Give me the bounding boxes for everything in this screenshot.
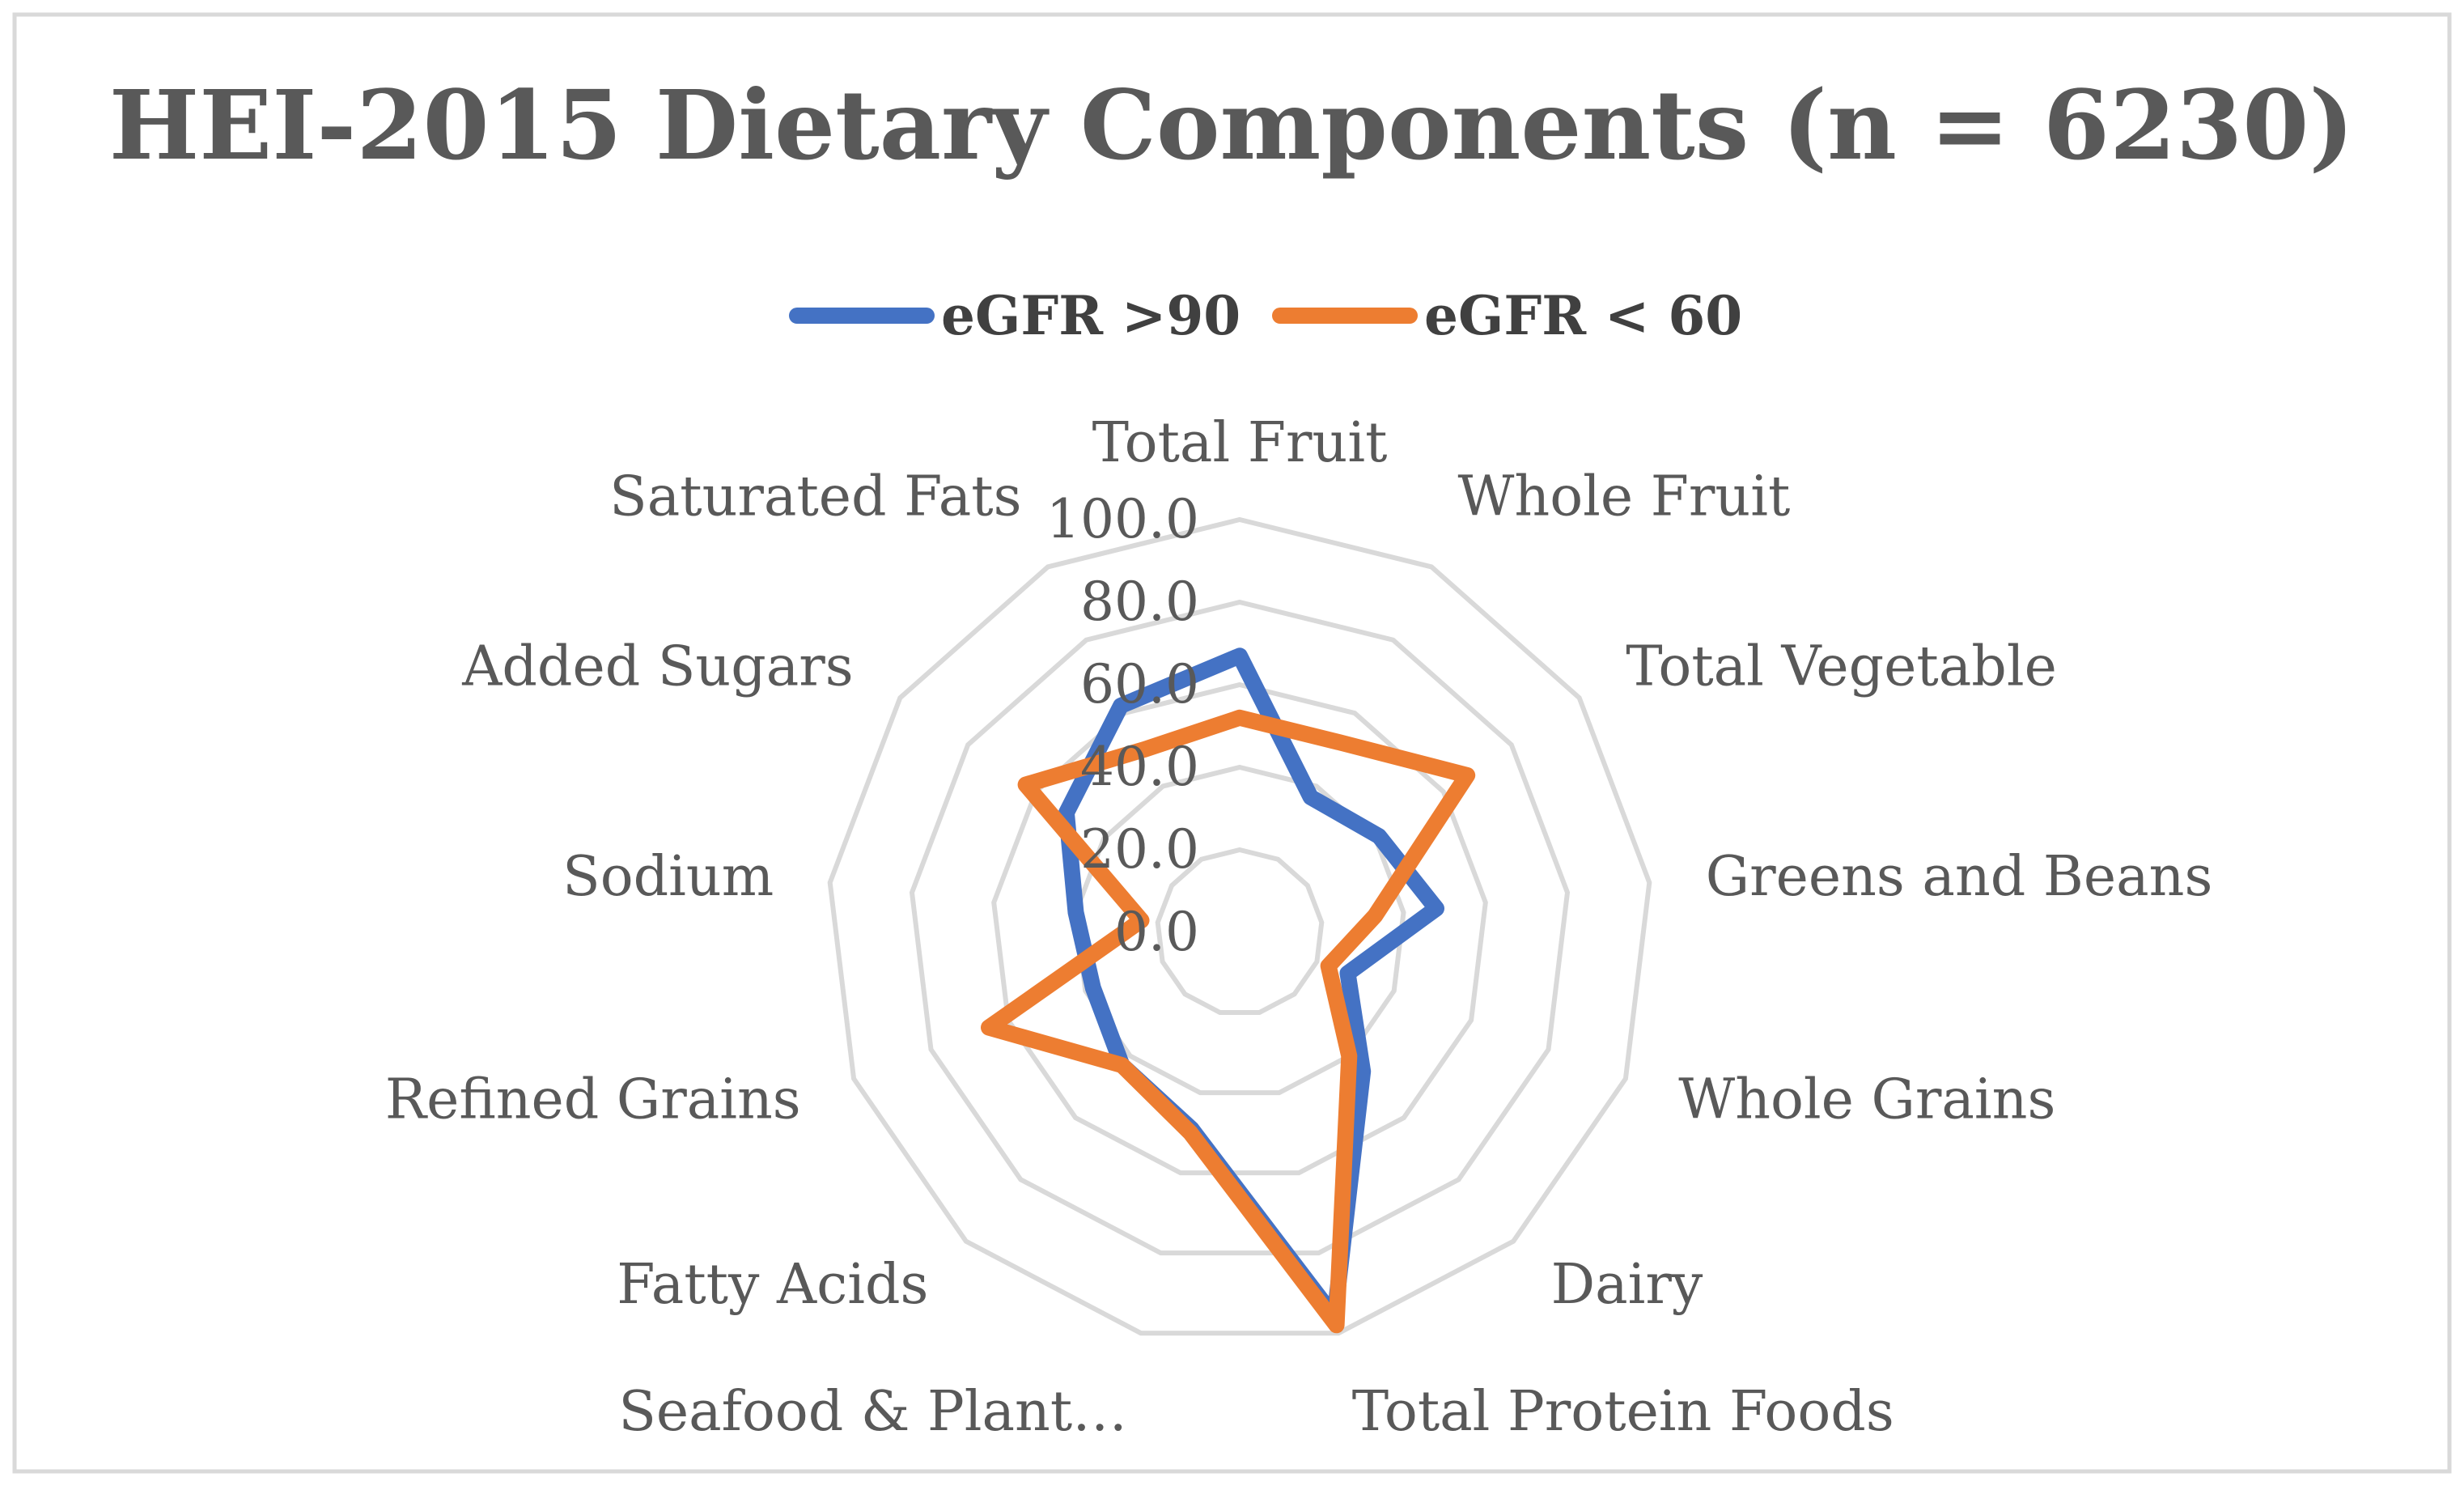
legend-label-egfr-90: eGFR >90	[941, 284, 1240, 347]
radar-series	[981, 647, 1476, 1334]
category-label: Total Fruit	[1092, 411, 1388, 475]
radial-ticks: 0.0 20.0 40.0 60.0 80.0 100.0	[1046, 488, 1199, 963]
radar-grid	[827, 516, 1652, 1336]
category-label: Total Protein Foods	[1352, 1380, 1894, 1444]
grid-ring-1	[1155, 847, 1325, 1015]
series-line-1	[981, 709, 1476, 1334]
grid-ring-4	[909, 599, 1571, 1256]
grid-ring-5	[827, 516, 1652, 1336]
category-label: Added Sugars	[461, 635, 853, 699]
tick-label: 80.0	[1080, 571, 1199, 633]
category-label: Whole Fruit	[1458, 465, 1791, 529]
category-label: Dairy	[1551, 1253, 1703, 1317]
category-label: Seafood & Plant…	[618, 1380, 1127, 1444]
tick-label: 60.0	[1080, 653, 1199, 715]
tick-label: 100.0	[1046, 488, 1199, 550]
category-labels: Total Fruit Whole Fruit Total Vegetable Gre…	[385, 411, 2212, 1444]
category-label: Whole Grains	[1678, 1068, 2055, 1132]
category-label: Fatty Acids	[617, 1253, 928, 1317]
tick-label: 20.0	[1080, 818, 1199, 881]
category-label: Total Vegetable	[1626, 635, 2057, 699]
tick-label: 0.0	[1114, 901, 1199, 963]
category-label: Greens and Beans	[1706, 845, 2213, 909]
legend: eGFR >90 eGFR < 60	[789, 284, 1742, 347]
chart-title: HEI-2015 Dietary Components (n = 6230)	[109, 69, 2354, 181]
category-label: Sodium	[562, 845, 774, 909]
category-label: Refined Grains	[385, 1068, 801, 1132]
grid-ring-2	[1073, 764, 1406, 1096]
chart-border	[12, 12, 2452, 1474]
tick-label: 40.0	[1080, 736, 1199, 798]
category-label: Saturated Fats	[609, 465, 1021, 529]
legend-label-egfr-60: eGFR < 60	[1424, 284, 1742, 347]
